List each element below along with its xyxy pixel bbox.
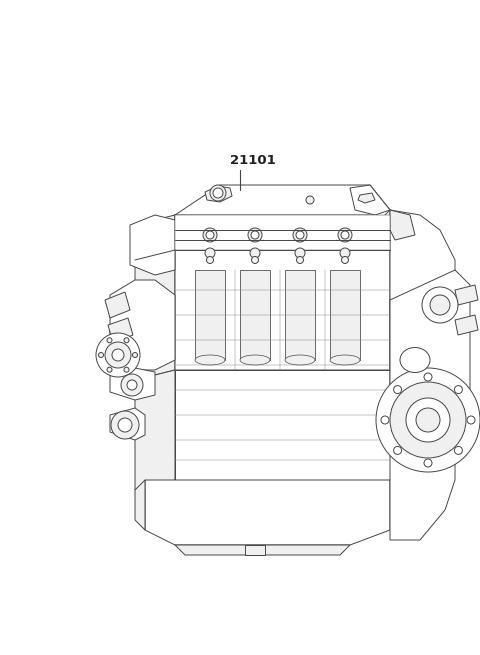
Polygon shape (175, 215, 390, 250)
Circle shape (205, 248, 215, 258)
Polygon shape (175, 370, 390, 480)
Polygon shape (175, 545, 350, 555)
Polygon shape (195, 270, 225, 360)
Circle shape (111, 411, 139, 439)
Polygon shape (108, 318, 133, 343)
Circle shape (124, 367, 129, 372)
Circle shape (381, 416, 389, 424)
Circle shape (390, 382, 466, 458)
Circle shape (306, 196, 314, 204)
Circle shape (213, 188, 223, 198)
Circle shape (295, 248, 305, 258)
Polygon shape (205, 186, 232, 202)
Circle shape (105, 342, 131, 368)
Circle shape (132, 352, 137, 358)
Circle shape (210, 185, 226, 201)
Polygon shape (390, 210, 415, 240)
Circle shape (250, 248, 260, 258)
Circle shape (376, 368, 480, 472)
Circle shape (341, 257, 348, 263)
Polygon shape (175, 185, 390, 230)
Ellipse shape (400, 348, 430, 373)
Circle shape (127, 380, 137, 390)
Circle shape (248, 228, 262, 242)
Circle shape (455, 447, 462, 455)
Polygon shape (105, 292, 130, 318)
Polygon shape (358, 193, 375, 203)
Polygon shape (285, 270, 315, 360)
Circle shape (455, 386, 462, 394)
Polygon shape (130, 215, 175, 275)
Polygon shape (330, 270, 360, 360)
Polygon shape (110, 408, 145, 440)
Polygon shape (135, 215, 175, 380)
Polygon shape (455, 285, 478, 305)
Polygon shape (455, 315, 478, 335)
Polygon shape (145, 480, 390, 545)
Circle shape (203, 228, 217, 242)
Ellipse shape (240, 355, 270, 365)
Polygon shape (350, 185, 390, 215)
Ellipse shape (330, 355, 360, 365)
Circle shape (467, 416, 475, 424)
Polygon shape (175, 215, 390, 370)
Polygon shape (135, 370, 175, 490)
Circle shape (107, 338, 112, 343)
Circle shape (107, 367, 112, 372)
Polygon shape (110, 368, 155, 400)
Ellipse shape (285, 355, 315, 365)
Polygon shape (245, 545, 265, 555)
Polygon shape (135, 480, 145, 530)
Circle shape (341, 231, 349, 239)
Polygon shape (390, 210, 455, 540)
Polygon shape (455, 425, 473, 445)
Circle shape (112, 349, 124, 361)
Circle shape (124, 338, 129, 343)
Circle shape (424, 459, 432, 467)
Circle shape (422, 287, 458, 323)
Polygon shape (155, 215, 175, 260)
Circle shape (297, 257, 303, 263)
Circle shape (296, 231, 304, 239)
Circle shape (340, 248, 350, 258)
Circle shape (430, 295, 450, 315)
Circle shape (293, 228, 307, 242)
Circle shape (394, 447, 402, 455)
Circle shape (98, 352, 104, 358)
Circle shape (338, 228, 352, 242)
Polygon shape (240, 270, 270, 360)
Circle shape (96, 333, 140, 377)
Circle shape (118, 418, 132, 432)
Circle shape (406, 398, 450, 442)
Text: 21101: 21101 (230, 154, 276, 167)
Polygon shape (390, 270, 470, 440)
Polygon shape (110, 280, 175, 370)
Circle shape (206, 257, 214, 263)
Circle shape (416, 408, 440, 432)
Circle shape (206, 231, 214, 239)
Circle shape (251, 231, 259, 239)
Circle shape (252, 257, 259, 263)
Circle shape (121, 374, 143, 396)
Circle shape (394, 386, 402, 394)
Circle shape (424, 373, 432, 381)
Ellipse shape (195, 355, 225, 365)
